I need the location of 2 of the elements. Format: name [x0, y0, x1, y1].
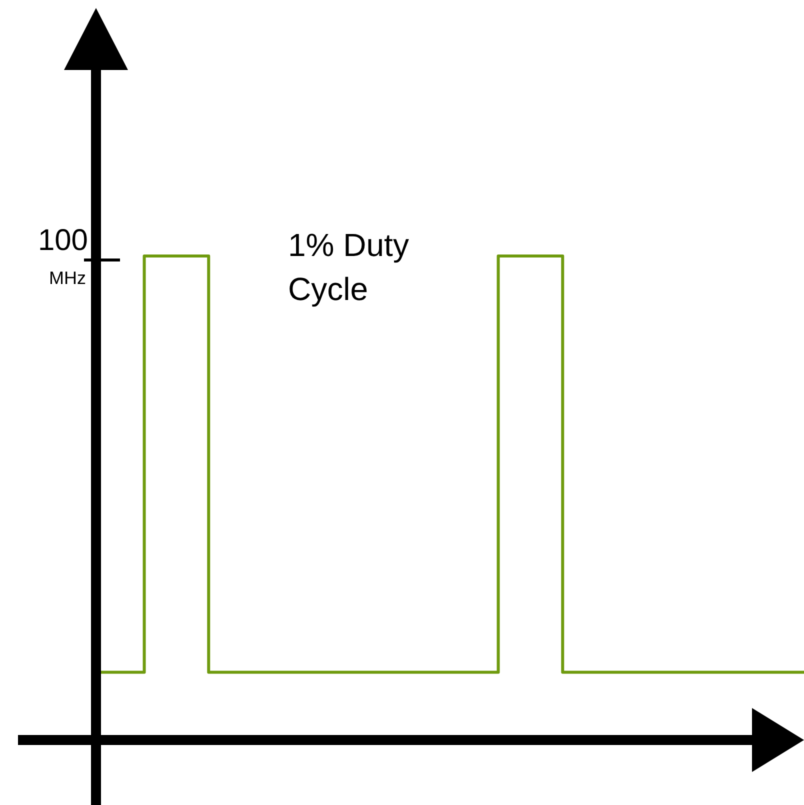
annotation: 1% Duty Cycle: [288, 227, 409, 307]
annotation: 100 MHz: [38, 224, 88, 288]
